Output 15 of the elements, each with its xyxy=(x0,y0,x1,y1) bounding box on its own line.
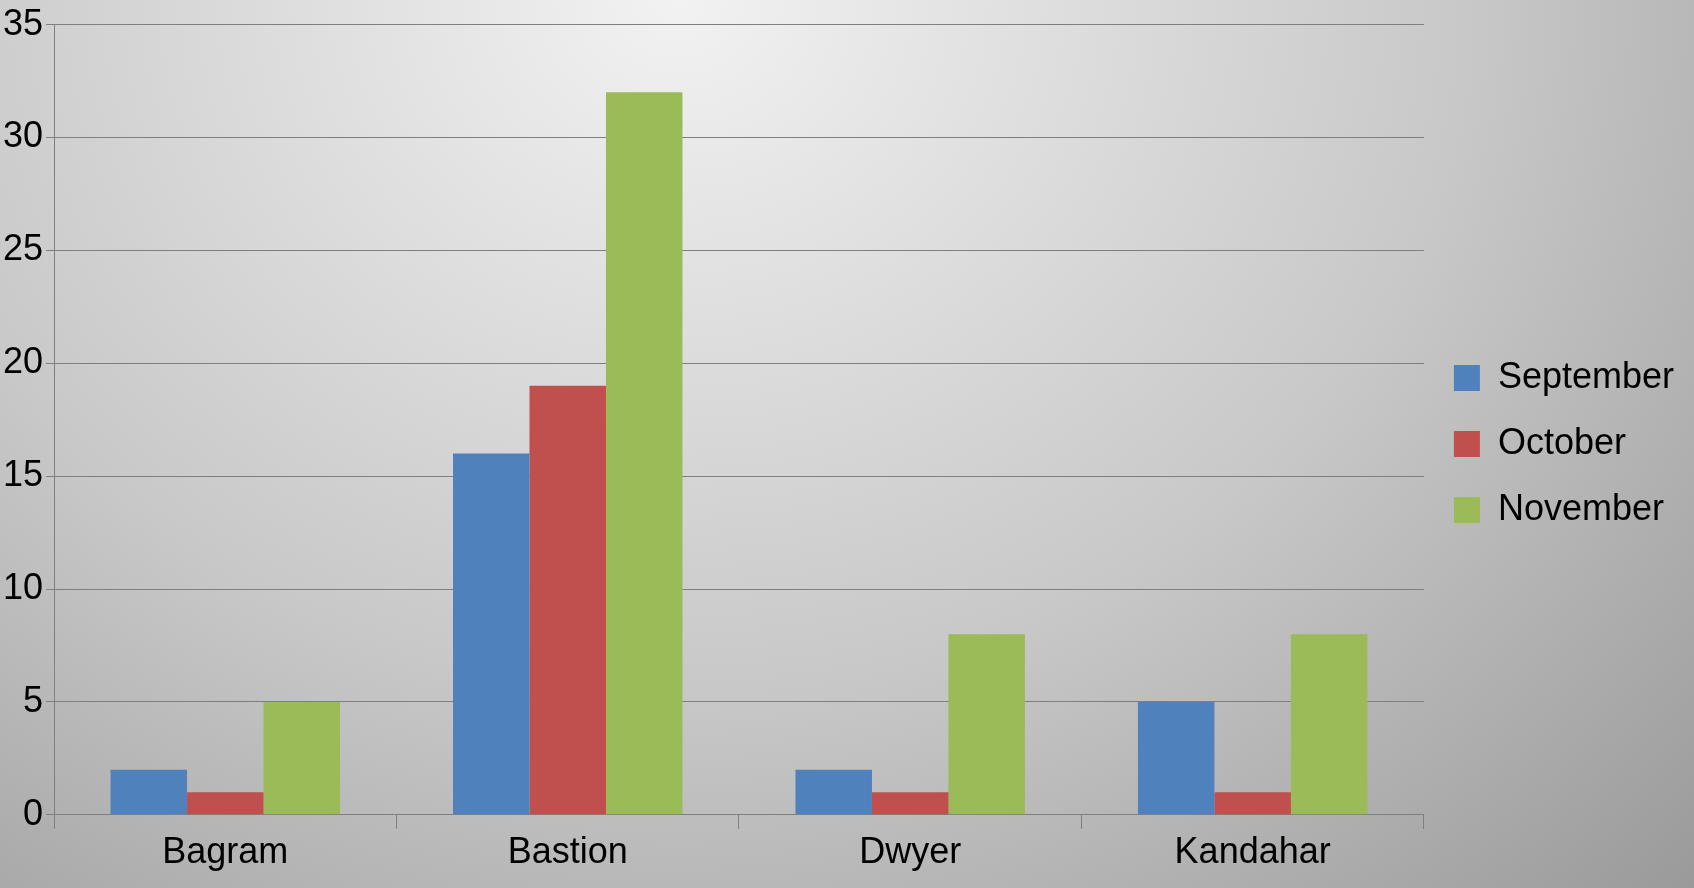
y-tick-label: 15 xyxy=(3,453,44,495)
y-tick-label: 25 xyxy=(3,227,44,269)
x-tick-label: Bagram xyxy=(162,830,289,872)
y-tick-label: 20 xyxy=(3,340,44,382)
x-tick-label: Dwyer xyxy=(859,830,962,872)
x-tick-label: Bastion xyxy=(507,830,628,872)
y-tick-label: 5 xyxy=(23,678,44,720)
y-tick-label: 30 xyxy=(3,114,44,156)
legend-label: September xyxy=(1497,354,1675,396)
legend-label: October xyxy=(1497,420,1626,462)
y-tick-label: 35 xyxy=(3,1,44,43)
y-tick-label: 10 xyxy=(3,565,44,607)
x-tick-label: Kandahar xyxy=(1174,830,1331,872)
legend-label: November xyxy=(1497,486,1664,528)
y-tick-label: 0 xyxy=(23,791,44,833)
